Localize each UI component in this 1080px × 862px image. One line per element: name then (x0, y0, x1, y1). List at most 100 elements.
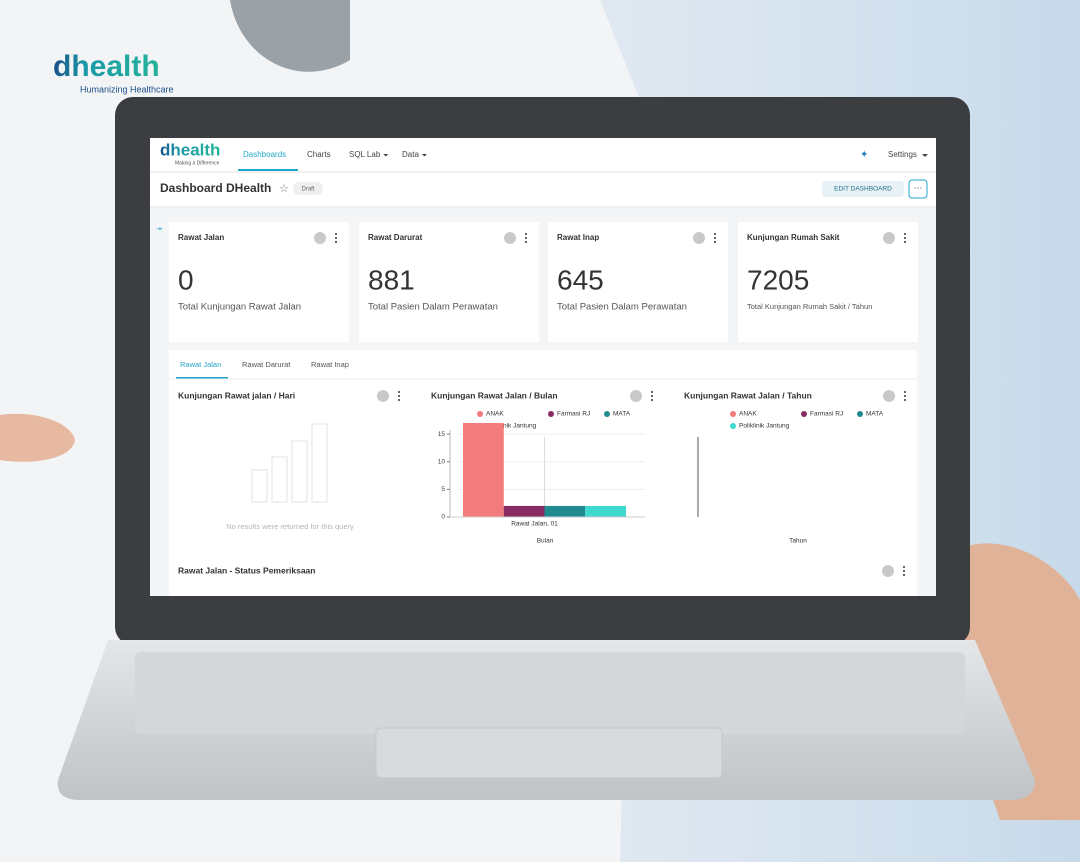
kpi-value: 0 (178, 264, 194, 295)
stethoscope (230, 0, 350, 72)
legend-swatch (477, 411, 483, 417)
new-menu-icon[interactable]: ✦ (860, 150, 868, 161)
menu-dot (650, 394, 654, 398)
tab[interactable]: Rawat Inap (311, 360, 349, 369)
legend-label[interactable]: ANAK (739, 411, 757, 418)
menu-dot (903, 240, 907, 244)
favorite-star[interactable]: ☆ (279, 183, 289, 195)
tab[interactable]: Rawat Darurat (242, 360, 291, 369)
filter-icon[interactable] (883, 390, 895, 402)
menu-dot (650, 390, 654, 394)
legend-label[interactable]: MATA (613, 411, 631, 418)
hand (940, 543, 1080, 820)
menu-dot (903, 236, 907, 240)
filter-icon[interactable] (882, 565, 894, 577)
filter-icon[interactable] (630, 390, 642, 402)
keyboard (135, 652, 965, 734)
x-axis-label: Bulan (537, 538, 554, 545)
kpi-title: Rawat Darurat (368, 233, 423, 242)
x-tick-label: Rawat Jalan, 01 (511, 521, 558, 528)
menu-dot (713, 236, 717, 240)
caret (922, 154, 928, 157)
touchpad (375, 727, 723, 779)
legend-label[interactable]: Farmasi RJ (557, 411, 590, 418)
legend-label[interactable]: ANAK (486, 411, 504, 418)
y-tick-label: 5 (441, 486, 445, 493)
menu-dot (650, 398, 654, 402)
menu-dot (902, 569, 906, 573)
legend-label[interactable]: Farmasi RJ (810, 411, 843, 418)
caret (383, 154, 389, 157)
menu-dot (902, 573, 906, 577)
empty-state-bar (251, 469, 268, 503)
dynamic: Dashboards Charts SQL Lab Data Rawat Jalan 0 T… (156, 150, 918, 577)
nav-logo[interactable]: dhealth (160, 140, 220, 159)
legend-swatch (857, 411, 863, 417)
menu-dot (397, 398, 401, 402)
panel-title: Kunjungan Rawat Jalan / Bulan (431, 390, 558, 400)
kpi-caption: Total Pasien Dalam Perawatan (368, 302, 498, 313)
nav-item[interactable]: Dashboards (243, 150, 286, 159)
edit-button-label[interactable]: EDIT DASHBOARD (834, 186, 892, 193)
menu-dot (334, 236, 338, 240)
y-tick-label: 10 (438, 458, 446, 465)
nav-active-underline (238, 169, 298, 171)
kpi-title: Rawat Inap (557, 233, 599, 242)
legend-label[interactable]: Poliklinik Jantung (486, 423, 537, 430)
empty-message: No results were returned for this query (226, 522, 354, 531)
badge-bg (293, 182, 323, 195)
draft-badge: Draft (301, 187, 314, 193)
filter-icon[interactable] (314, 232, 326, 244)
kpi-title: Rawat Jalan (178, 233, 224, 242)
legend-label[interactable]: MATA (866, 411, 884, 418)
menu-dot (397, 390, 401, 394)
panel-title: Kunjungan Rawat jalan / Hari (178, 390, 295, 400)
menu-dot (524, 232, 528, 236)
menu-dot (334, 240, 338, 244)
kpi-value: 881 (368, 264, 415, 295)
nav-item[interactable]: Data (402, 150, 419, 159)
legend-swatch (730, 411, 736, 417)
menu-dot (524, 236, 528, 240)
filter-icon[interactable] (693, 232, 705, 244)
empty-state-bar (271, 456, 288, 503)
nav-item[interactable]: Charts (307, 150, 331, 159)
panel-title: Rawat Jalan - Status Pemeriksaan (178, 565, 315, 575)
more-button[interactable] (908, 179, 928, 199)
legend-swatch (730, 423, 736, 429)
brand-logo: dhealth (53, 50, 160, 83)
nav-logo-tagline: Making a Difference (175, 160, 220, 166)
panel-title: Kunjungan Rawat Jalan / Tahun (684, 390, 812, 400)
kpi-caption: Total Pasien Dalam Perawatan (557, 302, 687, 313)
kpi-caption: Total Kunjungan Rumah Sakit / Tahun (747, 302, 872, 311)
dashboard-title: Dashboard DHealth (160, 181, 271, 195)
collapse-icon[interactable]: ⇥ (156, 226, 162, 233)
menu-dot (524, 240, 528, 244)
menu-dot (903, 232, 907, 236)
bar (544, 505, 586, 517)
x-axis-label: Tahun (789, 538, 807, 545)
legend-label[interactable]: Poliklinik Jantung (739, 423, 790, 430)
filter-icon[interactable] (377, 390, 389, 402)
menu-dot (713, 232, 717, 236)
tab[interactable]: Rawat Jalan (180, 360, 221, 369)
menu-dot (713, 240, 717, 244)
filter-icon[interactable] (883, 232, 895, 244)
settings-menu[interactable]: Settings (888, 150, 917, 159)
bar (503, 505, 545, 517)
bar (585, 505, 626, 517)
legend-swatch (801, 411, 807, 417)
menu-dot (903, 390, 907, 394)
kpi-value: 7205 (747, 264, 809, 295)
more-icon: ··· (914, 182, 923, 192)
filter-icon[interactable] (504, 232, 516, 244)
menu-dot (902, 565, 906, 569)
bar (463, 423, 504, 517)
y-tick-label: 0 (441, 514, 445, 521)
y-tick-label: 15 (438, 431, 446, 438)
edit-button[interactable] (822, 181, 904, 197)
menu-dot (334, 232, 338, 236)
kpi-value: 645 (557, 264, 604, 295)
nav-item[interactable]: SQL Lab (349, 150, 381, 159)
